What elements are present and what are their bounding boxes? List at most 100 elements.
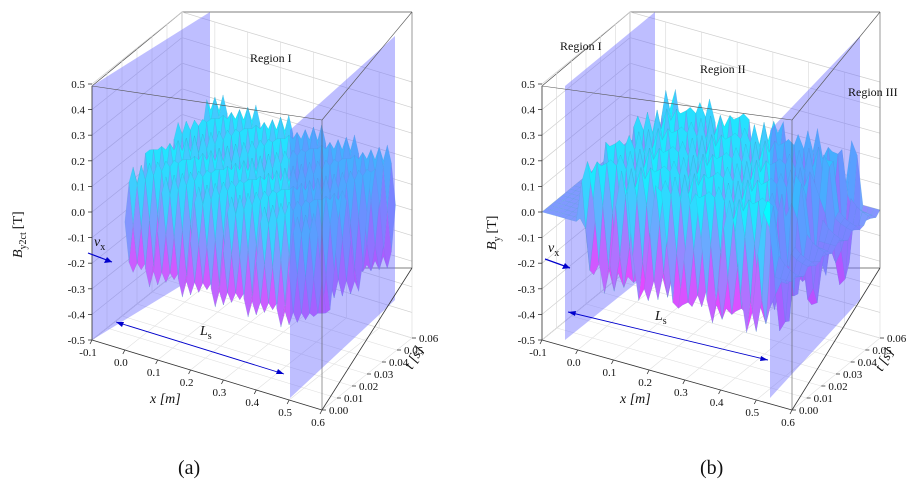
region-label-a-1: Region I [250,51,292,65]
x-tick-label: -0.1 [79,347,96,359]
axes-box-front-b [541,11,881,411]
svg-text:vx: vx [94,235,105,253]
region-plane-right-b [770,36,860,398]
x-tick-label: 0.0 [114,357,128,369]
x-tick-label: 0.3 [674,387,688,399]
z-tick-label: -0.3 [518,284,536,296]
region-label-b-1: Region I [560,39,602,53]
t-tick-label: 0.01 [344,393,363,405]
x-tick-label: 0.3 [213,387,227,399]
surface-cell [301,214,310,278]
velocity-symbol-b: v [548,241,555,256]
z-tick-label: 0.3 [521,130,535,142]
x-ticks-a: -0.1 0.0 0.1 0.2 0.3 0.4 0.5 0.6 [79,339,325,429]
t-tick-label: 0.00 [799,405,819,417]
z-tick-label: 0.0 [521,207,535,219]
t-tick-label: 0.01 [814,393,833,405]
chart-panel-b: 0.5 0.4 0.3 0.2 0.1 0.0 -0.1 -0.2 -0.3 -0.4 -0.5 -… [485,11,906,479]
x-ticks-b: -0.1 0.0 0.1 0.2 0.3 0.4 0.5 0.6 [529,339,795,429]
caption-a: (a) [178,457,200,479]
axes-box-front-a [91,11,413,411]
velocity-symbol-a: v [94,235,101,250]
region-plane-right-a [290,36,395,398]
t-tick-label: 0.02 [828,381,847,393]
z-tick-label: 0.4 [71,105,85,117]
x-tick-label: 0.5 [745,407,759,419]
z-tick-label: 0.5 [521,79,535,91]
z-tick-label: 0.2 [71,156,85,168]
svg-text:By[T]: By [T] [485,216,503,250]
z-tick-label: 0.0 [71,207,85,219]
t-tick-label: 0.03 [374,369,394,381]
x-tick-label: -0.1 [529,347,546,359]
surface-b [541,89,881,333]
length-annotation-a: Ls [115,321,285,375]
z-tick-label: -0.4 [518,309,536,321]
surface-cell [786,270,797,283]
length-symbol-a: L [199,324,208,339]
z-tick-label: 0.5 [71,79,85,91]
length-symbol-b: L [654,309,663,324]
surface-a [124,94,396,328]
z-axis-label-a: By2ct [T] [11,211,29,258]
length-annotation-b: Ls [567,309,769,361]
z-tick-label: -0.2 [518,258,535,270]
velocity-annotation-a: vx [87,235,113,263]
velocity-sub-a: x [100,242,105,253]
z-axis-label-sub-b: y [492,236,503,241]
chart-panel-a: 0.5 0.4 0.3 0.2 0.1 0.0 -0.1 -0.2 -0.3 -0.4 -0.5 -… [11,11,439,479]
x-tick-label: 0.2 [180,377,194,389]
t-tick-label: 0.02 [359,381,378,393]
velocity-annotation-b: vx [544,241,571,269]
svg-text:Ls: Ls [654,309,667,327]
x-tick-label: 0.6 [311,417,325,429]
z-axis-label-unit-b: [T] [485,216,500,234]
svg-text:vx: vx [548,241,559,259]
z-tick-label: -0.2 [68,258,85,270]
x-tick-label: 0.4 [710,397,724,409]
z-tick-label: 0.3 [71,130,85,142]
z-tick-label: -0.5 [518,335,536,347]
svg-text:Ls: Ls [199,324,212,342]
z-axis-label-sub-a: y2ct [18,232,29,249]
x-tick-label: 0.6 [781,417,795,429]
t-tick-label: 0.00 [329,405,349,417]
x-axis-label-b: x [m] [619,392,651,407]
t-tick-label: 0.05 [872,345,892,357]
z-tick-label: 0.1 [71,181,85,193]
x-tick-label: 0.4 [245,397,259,409]
t-ticks-a: 0.000.010.020.030.040.050.06 [322,333,439,417]
x-tick-label: 0.2 [638,377,652,389]
z-tick-label: -0.1 [68,233,85,245]
region-label-b-3: Region III [848,85,898,99]
length-sub-b: s [663,316,667,327]
x-tick-label: 0.5 [278,407,292,419]
x-tick-label: 0.1 [147,367,161,379]
t-tick-label: 0.04 [858,357,878,369]
t-tick-label: 0.03 [843,369,863,381]
t-tick-label: 0.05 [404,345,424,357]
x-tick-label: 0.0 [567,357,581,369]
z-axis-label-unit-a: [T] [11,211,26,229]
t-ticks-b: 0.000.010.020.030.040.050.06 [792,333,906,417]
svg-text:By2ct[T]: By2ct [T] [11,211,29,258]
z-axis-label-main-a: B [11,249,26,258]
z-tick-label: -0.1 [518,233,535,245]
x-tick-label: 0.1 [603,367,617,379]
z-axis-label-main-b: B [485,241,500,250]
z-tick-label: -0.4 [68,309,86,321]
velocity-sub-b: x [554,248,559,259]
x-axis-label-a: x [m] [149,392,181,407]
z-tick-label: 0.2 [521,156,535,168]
z-tick-label: -0.3 [68,284,86,296]
t-tick-label: 0.06 [887,333,906,345]
t-tick-label: 0.06 [419,333,439,345]
region-label-b-2: Region II [700,62,746,76]
z-tick-label: 0.1 [521,181,535,193]
length-sub-a: s [208,331,212,342]
z-axis-label-b: By [T] [485,216,503,250]
z-tick-label: 0.4 [521,105,535,117]
z-tick-label: -0.5 [68,335,86,347]
z-ticks-a: 0.5 0.4 0.3 0.2 0.1 0.0 -0.1 -0.2 -0.3 -0.4 -0.5 [68,79,92,347]
